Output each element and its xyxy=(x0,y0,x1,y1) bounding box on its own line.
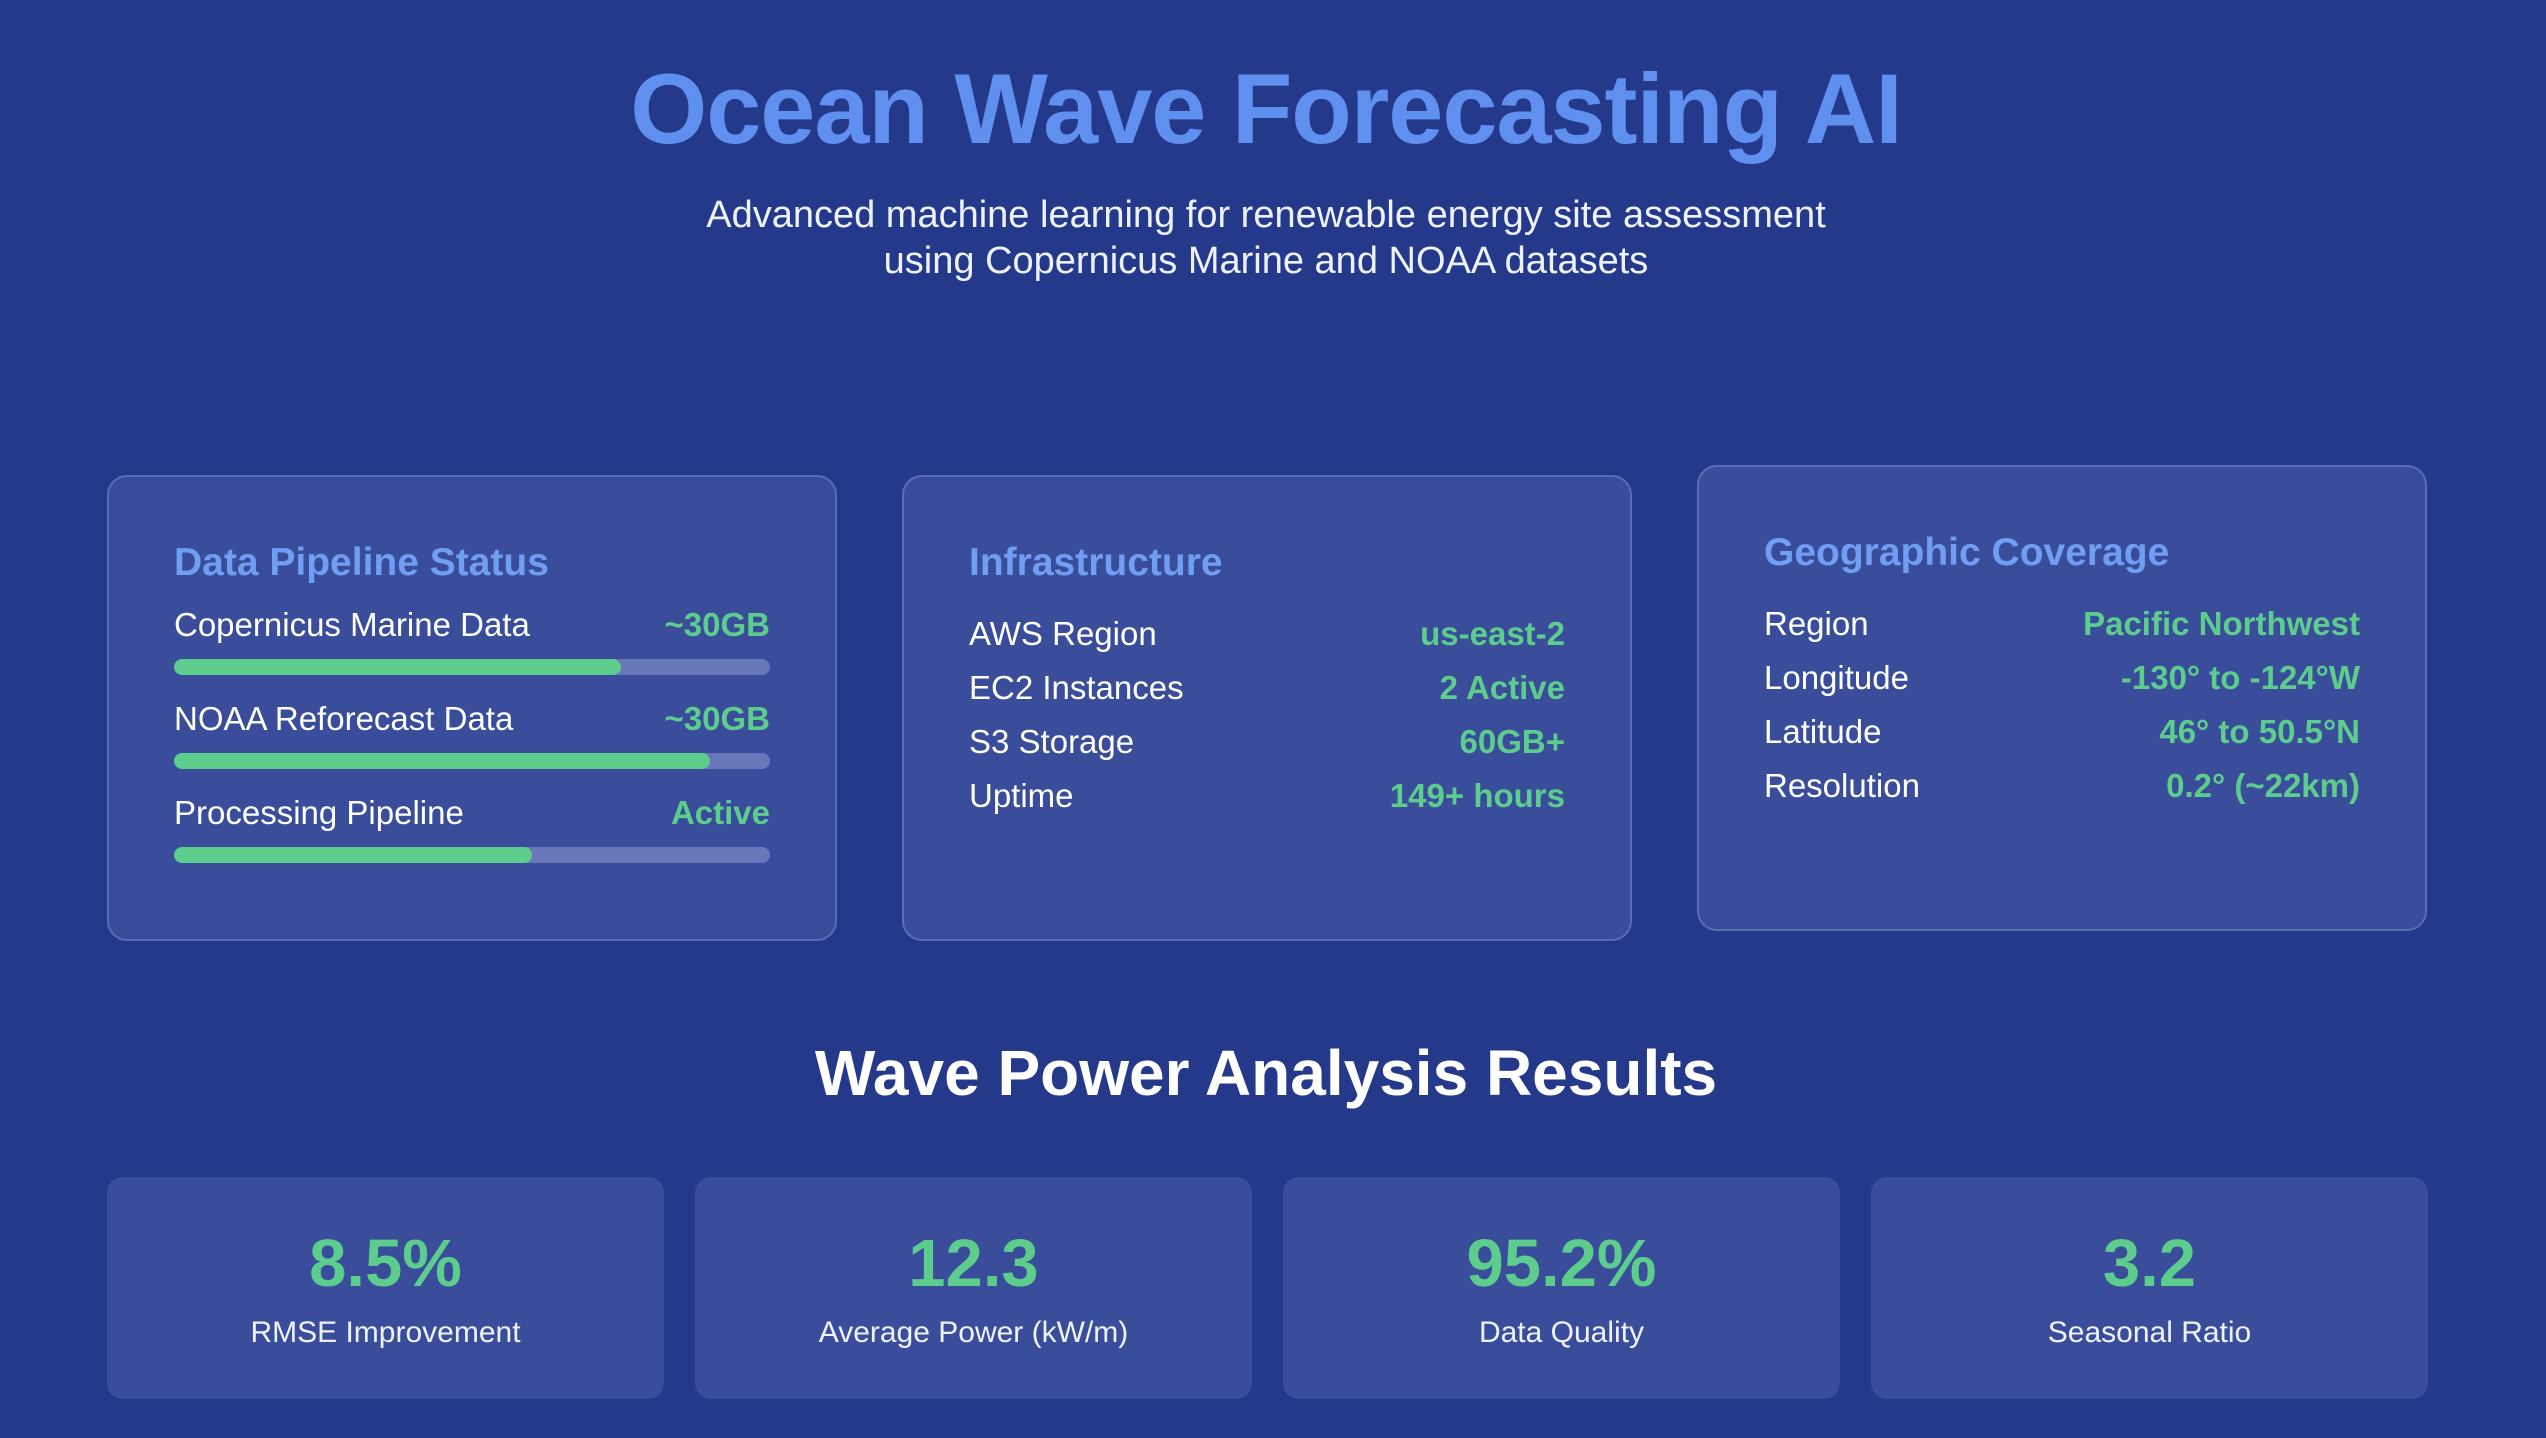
progress-bar-copernicus xyxy=(174,659,770,675)
geo-value: -130° to -124°W xyxy=(2120,659,2360,696)
pipeline-item-label: Copernicus Marine Data xyxy=(174,606,530,643)
pipeline-item-value: ~30GB xyxy=(664,606,770,643)
metric-value: 3.2 xyxy=(2102,1226,2197,1301)
pipeline-status-card: Data Pipeline Status Copernicus Marine D… xyxy=(107,475,837,941)
infra-value: 60GB+ xyxy=(1459,723,1565,760)
progress-fill xyxy=(174,753,711,769)
infra-row-ec2: EC2 Instances 2 Active xyxy=(969,661,1565,715)
metric-label: Data Quality xyxy=(1478,1316,1645,1349)
metric-card-seasonal-ratio: 3.2 Seasonal Ratio xyxy=(1871,1177,2428,1399)
page-title: Ocean Wave Forecasting AI xyxy=(630,53,1903,164)
infra-row-uptime: Uptime 149+ hours xyxy=(969,769,1565,823)
progress-bar-noaa xyxy=(174,753,770,769)
infra-value: 149+ hours xyxy=(1389,777,1565,814)
geography-card-title: Geographic Coverage xyxy=(1764,531,2170,574)
metric-card-average-power: 12.3 Average Power (kW/m) xyxy=(695,1177,1252,1399)
pipeline-item-label: Processing Pipeline xyxy=(174,794,464,831)
infra-label: S3 Storage xyxy=(969,723,1135,760)
pipeline-item-noaa: NOAA Reforecast Data ~30GB xyxy=(174,693,770,769)
subtitle-line-1: Advanced machine learning for renewable … xyxy=(706,194,1826,236)
progress-fill xyxy=(174,847,532,863)
metric-card-data-quality: 95.2% Data Quality xyxy=(1283,1177,1840,1399)
metric-value: 12.3 xyxy=(908,1226,1039,1301)
metric-label: Seasonal Ratio xyxy=(2047,1316,2252,1349)
geo-value: 0.2° (~22km) xyxy=(2166,767,2360,804)
geo-value: Pacific Northwest xyxy=(2083,605,2360,642)
metric-label: Average Power (kW/m) xyxy=(818,1316,1129,1349)
metric-label: RMSE Improvement xyxy=(250,1316,521,1349)
progress-fill xyxy=(174,659,621,675)
geo-row-latitude: Latitude 46° to 50.5°N xyxy=(1764,705,2360,759)
pipeline-item-value: ~30GB xyxy=(664,700,770,737)
geo-label: Longitude xyxy=(1764,659,1909,696)
metric-value: 8.5% xyxy=(309,1226,462,1301)
infra-label: EC2 Instances xyxy=(969,669,1184,706)
infra-row-s3: S3 Storage 60GB+ xyxy=(969,715,1565,769)
infra-label: AWS Region xyxy=(969,615,1157,652)
infra-label: Uptime xyxy=(969,777,1074,814)
geo-label: Resolution xyxy=(1764,767,1920,804)
infra-value: 2 Active xyxy=(1439,669,1565,706)
pipeline-item-value: Active xyxy=(670,794,770,831)
results-section-title: Wave Power Analysis Results xyxy=(814,1037,1718,1109)
geo-row-resolution: Resolution 0.2° (~22km) xyxy=(1764,759,2360,813)
pipeline-card-title: Data Pipeline Status xyxy=(174,541,549,584)
subtitle-line-2: using Copernicus Marine and NOAA dataset… xyxy=(883,240,1649,282)
geo-value: 46° to 50.5°N xyxy=(2159,713,2360,750)
page-subtitle: Advanced machine learning for renewable … xyxy=(0,192,2532,284)
metric-card-rmse: 8.5% RMSE Improvement xyxy=(107,1177,664,1399)
pipeline-item-copernicus: Copernicus Marine Data ~30GB xyxy=(174,599,770,675)
geo-label: Latitude xyxy=(1764,713,1882,750)
geo-row-region: Region Pacific Northwest xyxy=(1764,597,2360,651)
geo-row-longitude: Longitude -130° to -124°W xyxy=(1764,651,2360,705)
infra-row-region: AWS Region us-east-2 xyxy=(969,607,1565,661)
progress-bar-processing xyxy=(174,847,770,863)
infra-value: us-east-2 xyxy=(1420,615,1565,652)
infrastructure-card-title: Infrastructure xyxy=(969,541,1223,584)
geographic-coverage-card: Geographic Coverage Region Pacific North… xyxy=(1697,465,2427,931)
pipeline-item-processing: Processing Pipeline Active xyxy=(174,787,770,863)
geo-label: Region xyxy=(1764,605,1869,642)
pipeline-item-label: NOAA Reforecast Data xyxy=(174,700,514,737)
metric-value: 95.2% xyxy=(1466,1226,1657,1301)
infrastructure-card: Infrastructure AWS Region us-east-2 EC2 … xyxy=(902,475,1632,941)
